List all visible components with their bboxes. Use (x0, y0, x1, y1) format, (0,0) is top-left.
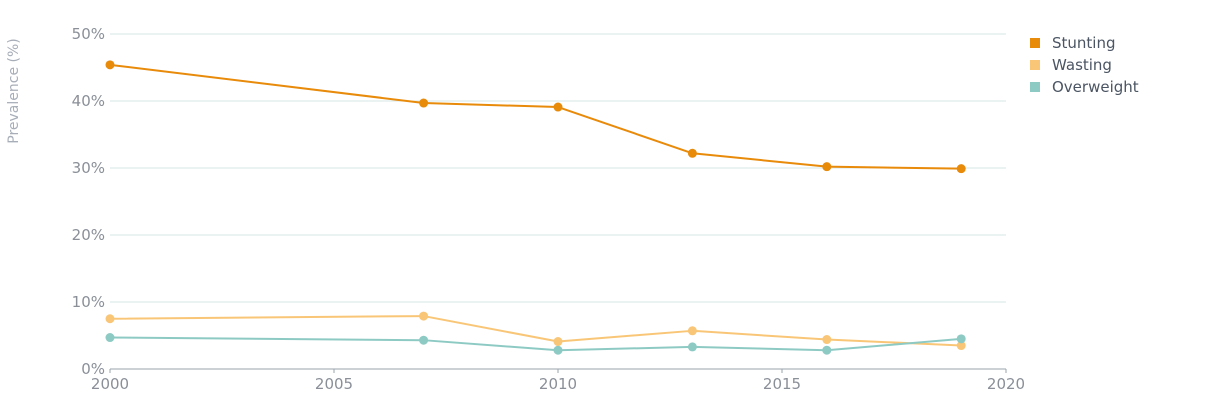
data-point[interactable] (956, 164, 966, 174)
y-tick-label: 40% (72, 92, 105, 110)
legend-item-wasting[interactable]: Wasting (1030, 56, 1112, 74)
series-line (109, 336, 963, 352)
data-point[interactable] (822, 162, 832, 172)
data-point[interactable] (105, 333, 115, 343)
y-axis-ticks: 0% 10% 20% 30% 40% 50% (72, 25, 105, 378)
data-point[interactable] (687, 342, 697, 352)
legend-label: Wasting (1052, 56, 1112, 74)
series-overweight (105, 333, 966, 355)
x-tick-label: 2020 (987, 375, 1025, 393)
data-point[interactable] (105, 314, 115, 324)
x-axis-ticks: 2000 2005 2010 2015 2020 (91, 369, 1025, 393)
data-point[interactable] (553, 337, 563, 347)
series-line (109, 63, 963, 170)
legend-item-overweight[interactable]: Overweight (1030, 78, 1139, 96)
x-tick-label: 2000 (91, 375, 129, 393)
data-point[interactable] (105, 60, 115, 70)
series-stunting (105, 60, 966, 174)
legend-swatch (1030, 82, 1040, 92)
legend-label: Overweight (1052, 78, 1139, 96)
legend-swatch (1030, 38, 1040, 48)
data-point[interactable] (553, 102, 563, 112)
data-point[interactable] (822, 345, 832, 355)
y-tick-label: 0% (81, 360, 105, 378)
series-wasting (105, 311, 966, 351)
y-tick-label: 10% (72, 293, 105, 311)
y-tick-label: 30% (72, 159, 105, 177)
y-axis-label: Prevalence (%) (6, 38, 22, 144)
x-tick-label: 2005 (315, 375, 353, 393)
data-point[interactable] (419, 98, 429, 108)
data-point[interactable] (956, 334, 966, 344)
data-point[interactable] (956, 341, 966, 351)
data-point[interactable] (419, 335, 429, 345)
data-point[interactable] (822, 335, 832, 345)
y-tick-label: 50% (72, 25, 105, 43)
series-line (109, 315, 963, 347)
data-point[interactable] (419, 311, 429, 321)
y-tick-label: 20% (72, 226, 105, 244)
gridlines (110, 33, 1006, 303)
data-point[interactable] (687, 326, 697, 336)
x-tick-label: 2010 (539, 375, 577, 393)
legend-swatch (1030, 60, 1040, 70)
legend-item-stunting[interactable]: Stunting (1030, 34, 1116, 52)
data-point[interactable] (553, 345, 563, 355)
series-group (105, 60, 966, 355)
x-tick-label: 2015 (763, 375, 801, 393)
legend-label: Stunting (1052, 34, 1116, 52)
legend[interactable]: Stunting Wasting Overweight (1030, 34, 1139, 96)
data-point[interactable] (687, 148, 697, 158)
